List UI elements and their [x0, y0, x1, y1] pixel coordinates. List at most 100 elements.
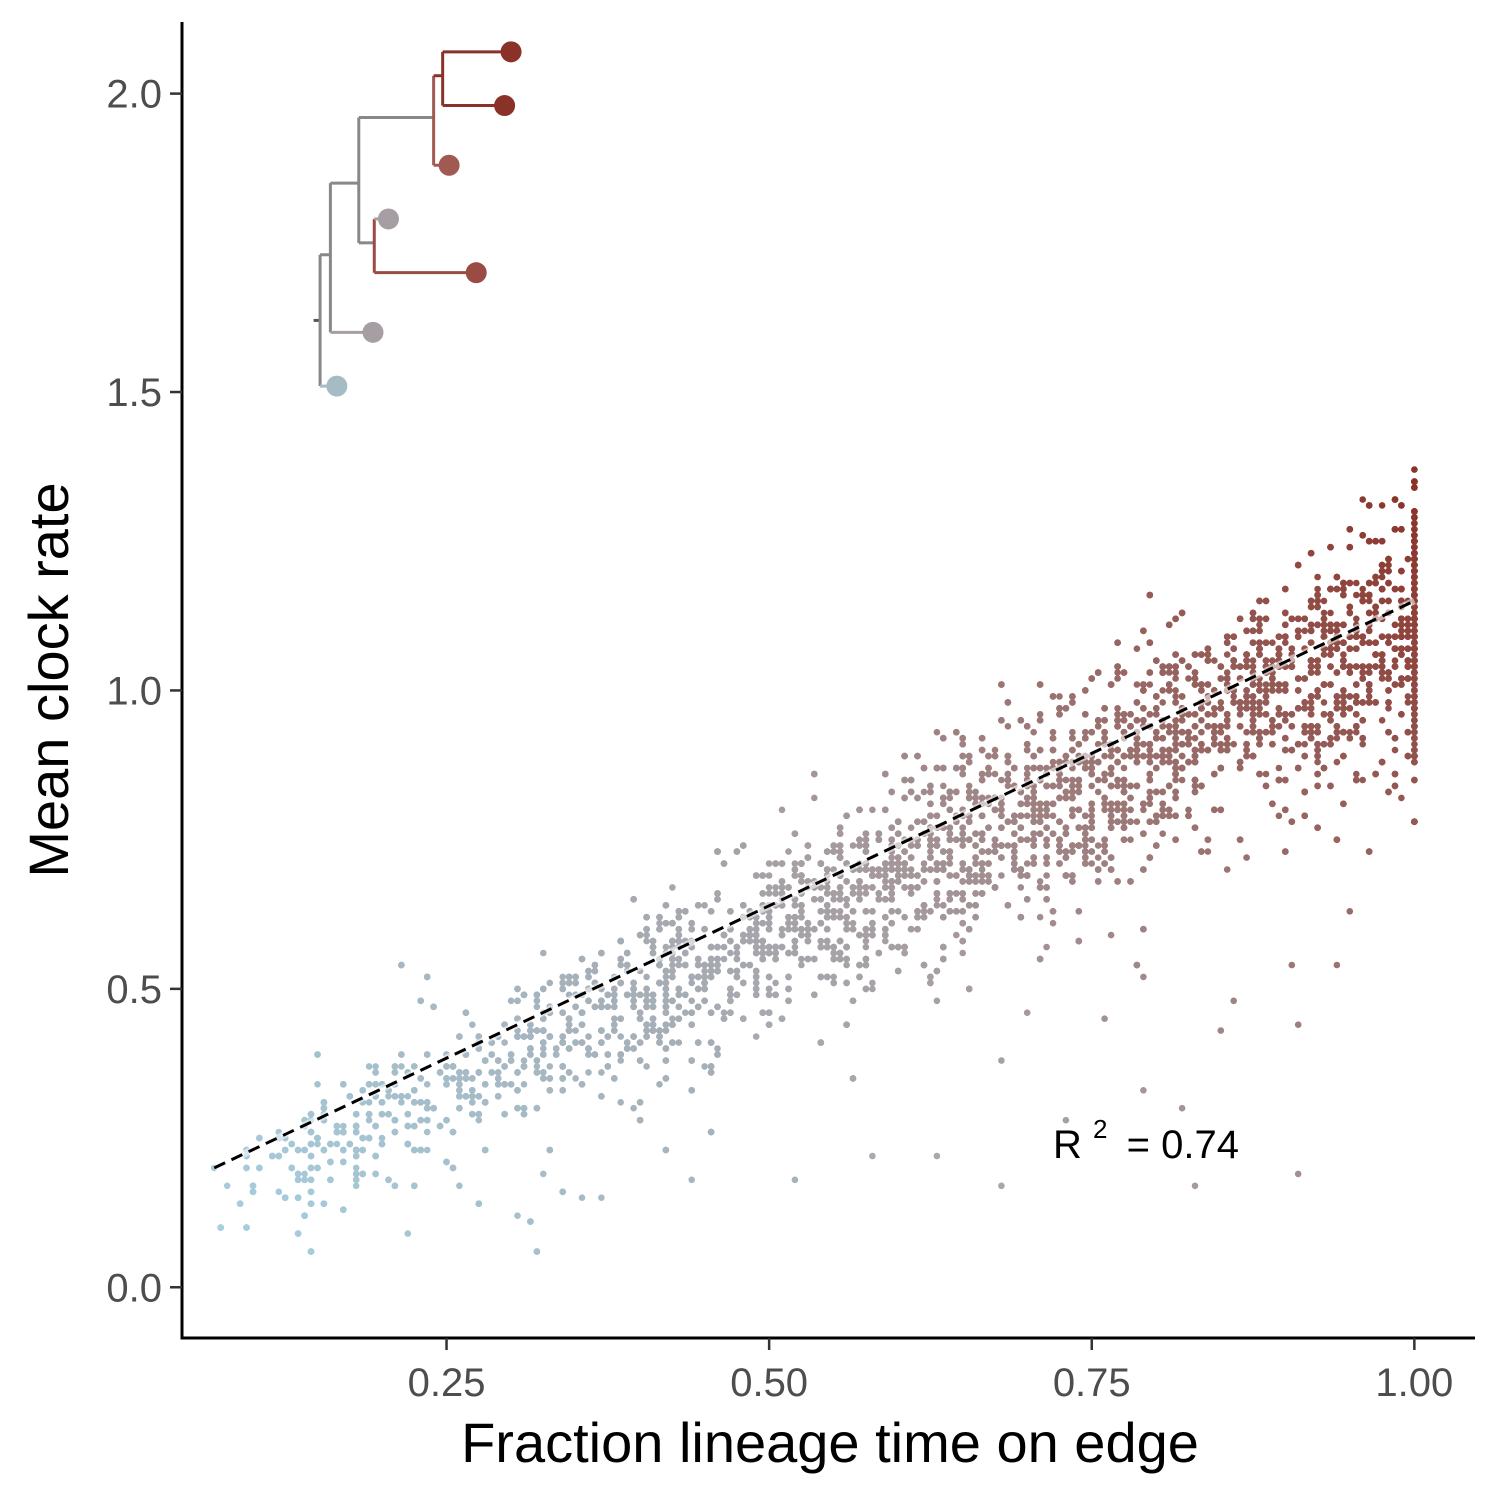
- data-point: [423, 973, 431, 981]
- data-point: [1120, 800, 1128, 808]
- data-point: [398, 1093, 405, 1100]
- data-point: [675, 1039, 683, 1046]
- data-point: [836, 896, 844, 903]
- data-point: [604, 1033, 612, 1040]
- data-point: [1365, 537, 1373, 545]
- data-point: [733, 949, 741, 957]
- data-point: [765, 890, 773, 897]
- data-point: [540, 1170, 547, 1178]
- data-point: [249, 1188, 257, 1196]
- data-point: [965, 782, 973, 790]
- data-point: [1069, 782, 1076, 790]
- data-point: [469, 1021, 476, 1028]
- data-point: [1320, 609, 1328, 617]
- data-point: [1340, 800, 1347, 808]
- data-point: [998, 806, 1005, 814]
- data-point: [927, 979, 934, 987]
- data-point: [1243, 728, 1250, 736]
- data-point: [1307, 699, 1315, 706]
- data-point: [365, 1116, 373, 1124]
- data-point: [1262, 693, 1270, 700]
- data-point: [1082, 728, 1089, 736]
- data-point: [1114, 705, 1121, 712]
- data-point: [862, 931, 870, 939]
- data-point: [475, 1116, 483, 1124]
- data-point: [1133, 961, 1141, 969]
- data-point: [1120, 764, 1128, 772]
- data-point: [1398, 627, 1405, 635]
- data-point: [327, 1140, 334, 1148]
- data-point: [965, 902, 973, 909]
- data-point: [1398, 502, 1405, 509]
- data-point: [1198, 717, 1205, 724]
- data-point: [1088, 782, 1095, 790]
- data-point: [643, 1063, 650, 1070]
- data-point: [849, 842, 857, 849]
- data-point: [1385, 633, 1392, 640]
- data-point: [940, 913, 947, 921]
- data-point: [1178, 776, 1186, 784]
- data-point: [707, 1009, 715, 1016]
- data-point: [1243, 627, 1250, 635]
- data-point: [1165, 687, 1173, 694]
- data-point: [746, 961, 754, 969]
- data-point: [985, 848, 992, 855]
- data-point: [1256, 699, 1263, 706]
- data-point: [1223, 651, 1231, 658]
- data-point: [1262, 770, 1270, 778]
- data-point: [804, 931, 812, 939]
- data-point: [920, 908, 928, 915]
- data-point: [533, 1248, 541, 1255]
- data-point: [1404, 627, 1412, 635]
- data-point: [772, 979, 779, 987]
- data-point: [791, 860, 799, 867]
- data-point: [1359, 699, 1366, 706]
- data-point: [423, 1104, 431, 1112]
- data-point: [953, 788, 960, 796]
- data-point: [649, 943, 657, 951]
- data-point: [501, 1110, 508, 1118]
- data-point: [823, 925, 831, 933]
- data-point: [1398, 681, 1405, 688]
- data-point: [1101, 752, 1108, 760]
- data-point: [1094, 788, 1102, 796]
- data-point: [752, 919, 760, 927]
- data-point: [617, 961, 624, 969]
- data-point: [1301, 740, 1308, 748]
- data-point: [1114, 806, 1121, 814]
- data-point: [882, 937, 889, 945]
- data-point: [662, 943, 670, 951]
- data-point: [920, 961, 928, 969]
- data-point: [630, 1033, 637, 1040]
- data-point: [656, 919, 663, 927]
- data-point: [1082, 842, 1089, 849]
- data-point: [1236, 764, 1244, 772]
- data-point: [811, 770, 818, 778]
- data-point: [372, 1063, 379, 1070]
- data-point: [927, 848, 934, 855]
- data-point: [1314, 669, 1321, 676]
- data-point: [1030, 788, 1037, 796]
- data-point: [1127, 782, 1134, 790]
- data-point: [1140, 740, 1147, 748]
- data-point: [785, 848, 792, 855]
- data-point: [1256, 711, 1263, 718]
- data-point: [1275, 687, 1283, 694]
- data-point: [1385, 728, 1392, 736]
- data-point: [1353, 615, 1360, 623]
- data-point: [933, 896, 941, 903]
- data-point: [991, 836, 999, 843]
- data-point: [1191, 824, 1199, 831]
- data-point: [540, 949, 547, 957]
- data-point: [1133, 717, 1141, 724]
- data-point: [1114, 639, 1121, 646]
- data-point: [707, 1063, 715, 1070]
- data-point: [1191, 723, 1199, 730]
- data-point: [559, 1087, 566, 1094]
- data-point: [1191, 782, 1199, 790]
- data-point: [894, 908, 902, 915]
- data-point: [520, 1033, 528, 1040]
- data-point: [1049, 728, 1057, 736]
- data-point: [1365, 597, 1373, 605]
